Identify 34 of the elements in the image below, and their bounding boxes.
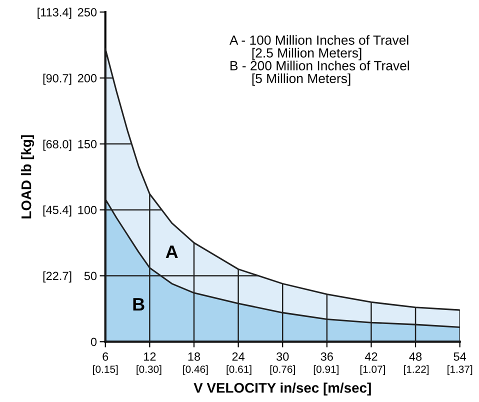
x2-tick-label: [1.07]: [360, 365, 385, 376]
y-tick-label: 250: [78, 8, 97, 16]
y2-tick-label: [22.7]: [43, 271, 72, 282]
y-tick-label: 100: [78, 206, 97, 214]
x2-tick-label: [0.91]: [314, 365, 338, 376]
y2-tick-label: [113.4]: [38, 8, 72, 19]
x2-tick-label: [0.61]: [226, 365, 252, 376]
x2-tick-label: [0.15]: [93, 365, 118, 376]
y2-axis-title: LOAD lb [kg]: [21, 135, 34, 218]
x-tick-label: 48: [409, 352, 422, 361]
x2-tick-label: [1.37]: [448, 365, 472, 376]
y-tick-label: 50: [84, 272, 97, 280]
series-label: B: [133, 298, 144, 311]
x2-tick-label: [1.22]: [404, 365, 429, 376]
x-axis-title: V VELOCITY in/sec [m/sec]: [194, 382, 371, 396]
x-tick-label: 6: [102, 352, 108, 361]
x-tick-label: 54: [454, 352, 466, 361]
series-label: A: [166, 246, 178, 258]
x2-tick-label: [0.30]: [136, 365, 162, 376]
x-tick-label: 36: [320, 352, 333, 361]
x-tick-label: 30: [276, 352, 289, 361]
x-tick-label: 42: [364, 352, 378, 361]
y-tick-label: 200: [78, 74, 97, 82]
y-tick-label: 150: [78, 140, 97, 148]
y-tick-label: 0: [90, 338, 97, 346]
x-tick-label: 12: [144, 352, 156, 361]
y2-tick-label: [68.0]: [43, 140, 72, 151]
x-tick-label: 24: [232, 352, 245, 361]
y2-tick-label: [45.4]: [43, 205, 72, 216]
x2-tick-label: [0.46]: [183, 365, 208, 376]
x2-tick-label: [0.76]: [270, 365, 295, 376]
annotation: A - 100 Million Inches of Travel [2.5 Million Meters] B - 200 Million Inches of Travel [5 Million Meters]: [229, 35, 409, 86]
y2-tick-label: [90.7]: [43, 74, 72, 85]
x-tick-label: 18: [188, 352, 200, 361]
